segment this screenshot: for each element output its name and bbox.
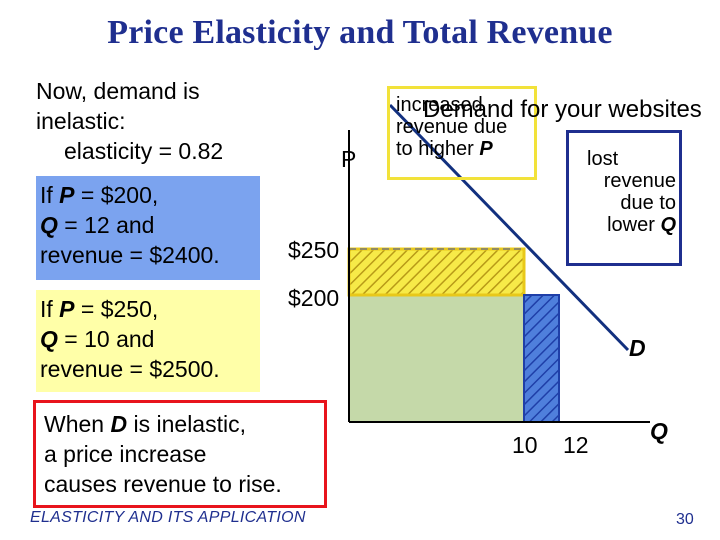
conclusion-box: When D is inelastic, a price increase ca…	[33, 400, 327, 508]
case-low-price-box: If P = $200, Q = 12 and revenue = $2400.	[36, 176, 260, 280]
loss-var: Q	[660, 214, 676, 236]
conclusion-line-2: a price increase	[44, 441, 207, 467]
loss-callout-text: lost revenue due to lower Q	[571, 148, 676, 236]
loss-line-2: revenue	[603, 170, 676, 192]
price-low-label: $200	[288, 285, 340, 311]
footer-text: ELASTICITY AND ITS APPLICATION	[30, 509, 306, 526]
gain-callout-text: increased revenue due to higher P	[396, 94, 507, 160]
elasticity-value: elasticity = 0.82	[64, 138, 224, 164]
case-high-price-box: If P = $250, Q = 10 and revenue = $2500.	[36, 290, 260, 392]
page-number: 30	[676, 511, 694, 528]
gain-line-2: revenue due	[396, 116, 508, 138]
case-b-qty: = 10 and	[57, 326, 155, 352]
loss-line-4: lower	[607, 214, 661, 236]
case-a-prefix: If	[40, 182, 60, 208]
gain-line-3: to higher	[396, 138, 480, 160]
price-high-label: $250	[288, 237, 340, 263]
case-b-price-var: P	[59, 296, 75, 322]
case-b-prefix: If	[40, 296, 60, 322]
loss-line-1: lost	[587, 148, 619, 170]
revenue-gain-callout	[387, 86, 537, 180]
conclusion-pre: When	[44, 411, 111, 437]
retained-revenue-area	[349, 295, 524, 422]
revenue-loss-area	[523, 294, 560, 423]
case-a-revenue: revenue = $2400.	[40, 242, 220, 268]
qty-low-label: 10	[512, 432, 538, 458]
case-b-qty-var: Q	[40, 326, 58, 352]
intro-line-2: inelastic:	[36, 108, 126, 134]
gain-line-1: increased	[396, 94, 483, 116]
qty-high-label: 12	[563, 432, 589, 458]
demand-label: D	[629, 335, 646, 361]
revenue-gain-area	[347, 247, 526, 297]
slide-title: Price Elasticity and Total Revenue	[107, 14, 613, 51]
intro-text: Now, demand is inelastic: elasticity = 0…	[36, 76, 336, 166]
demand-curve	[388, 103, 630, 352]
y-axis-label: P	[341, 146, 357, 172]
x-axis-label: Q	[650, 418, 668, 444]
conclusion-line-3: causes revenue to rise.	[44, 471, 282, 497]
gain-var: P	[479, 138, 493, 160]
case-a-price: = $200,	[74, 182, 159, 208]
case-a-qty: = 12 and	[57, 212, 155, 238]
intro-line-1: Now, demand is	[36, 78, 200, 104]
case-b-revenue: revenue = $2500.	[40, 356, 220, 382]
conclusion-var: D	[110, 411, 128, 437]
demand-overlay-text: Demand for your websites	[423, 96, 702, 123]
revenue-loss-callout	[566, 130, 682, 266]
loss-line-3: due to	[620, 192, 676, 214]
case-a-qty-var: Q	[40, 212, 58, 238]
conclusion-post: is inelastic,	[127, 411, 246, 437]
case-a-price-var: P	[59, 182, 75, 208]
case-b-price: = $250,	[74, 296, 159, 322]
